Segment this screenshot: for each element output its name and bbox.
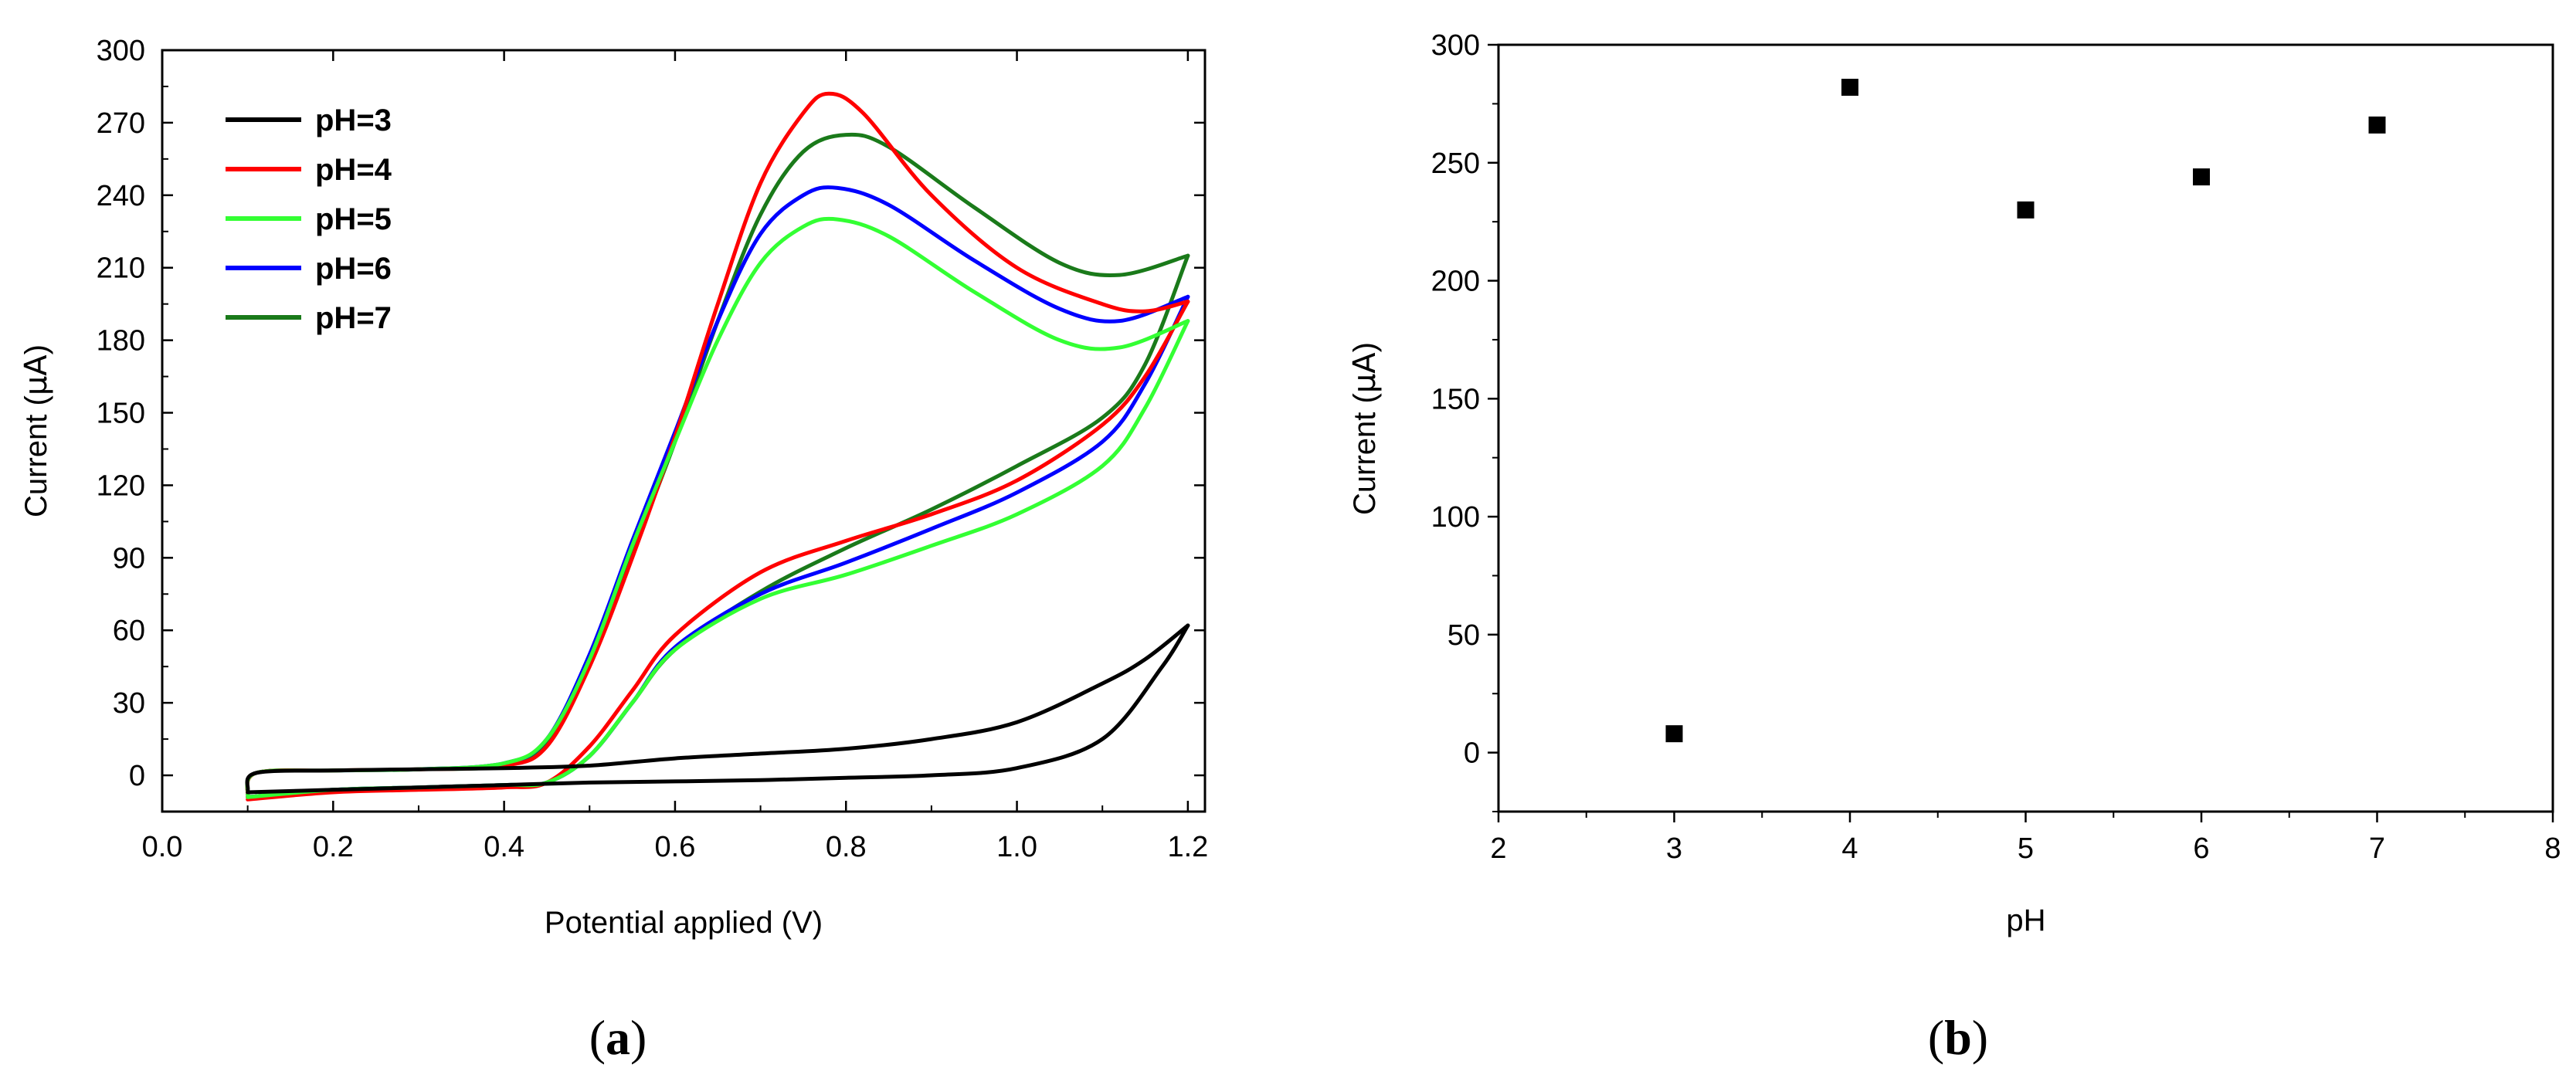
y-tick-label: 200 <box>1431 266 1480 298</box>
scatter-chart-panel-b: 2 3 4 5 6 7 8 0 50 100 150 200 250 300 pH Current (μ… <box>1347 29 2561 1065</box>
plot-frame <box>1497 43 2554 813</box>
scatter-point <box>2017 201 2035 219</box>
y-tick-label: 150 <box>1431 383 1480 415</box>
series-ph-4 <box>245 91 1190 802</box>
y-tick-labels: 0 50 100 150 200 250 300 <box>1431 29 1480 770</box>
scatter-points <box>1665 78 2386 743</box>
y-tick-label: 250 <box>1431 147 1480 180</box>
legend-item: pH=7 <box>226 301 392 335</box>
x-tick-label: 8 <box>2544 832 2561 865</box>
x-tick-label: 0.6 <box>655 831 696 863</box>
x-axis-title: Potential applied (V) <box>545 906 823 940</box>
y-axis-title-suffix: ) <box>19 344 53 354</box>
x-tick-label: 1.2 <box>1167 831 1208 863</box>
legend-label: pH=4 <box>315 153 392 187</box>
x-tick-label: 5 <box>2018 832 2034 865</box>
y-tick-label: 100 <box>1431 501 1480 534</box>
y-axis-title-suffix: ) <box>1348 342 1382 352</box>
cv-curves <box>245 91 1190 802</box>
legend-label: pH=5 <box>315 202 392 236</box>
y-tick-label: 50 <box>1448 619 1480 652</box>
y-axis-title-prefix: Current ( <box>1348 392 1382 514</box>
legend-item: pH=3 <box>226 103 392 137</box>
y-tick-label: 120 <box>97 470 145 502</box>
legend: pH=3 pH=4 pH=5 pH=6 pH=7 <box>226 103 392 335</box>
axis-ticks <box>1488 43 2554 822</box>
x-tick-label: 0.2 <box>313 831 354 863</box>
series-line-forward <box>245 623 1190 792</box>
x-tick-label: 0.4 <box>484 831 524 863</box>
panel-label-a: (a) <box>589 1010 647 1065</box>
y-tick-label: 300 <box>97 35 145 67</box>
legend-label: pH=3 <box>315 103 392 137</box>
y-axis-title-unit: μA <box>1347 352 1383 393</box>
y-tick-label: 60 <box>113 615 145 647</box>
y-tick-label: 210 <box>97 253 145 285</box>
x-axis-title: pH <box>2006 903 2045 937</box>
panel-label-a-letter: a <box>606 1010 630 1065</box>
series-line-reverse <box>246 623 1190 795</box>
y-tick-label: 0 <box>1464 737 1480 770</box>
series-line-reverse <box>246 300 1190 802</box>
y-tick-labels: 0 30 60 90 120 150 180 210 240 270 300 <box>97 35 145 792</box>
y-tick-label: 240 <box>97 180 145 212</box>
legend-label: pH=6 <box>315 252 392 286</box>
legend-item: pH=5 <box>226 202 392 236</box>
legend-item: pH=6 <box>226 252 392 286</box>
y-axis-title: Current (μA) <box>19 344 54 517</box>
plot-frame <box>161 49 1207 813</box>
scatter-point <box>1841 78 1858 96</box>
series-line-reverse <box>246 319 1190 799</box>
legend-label: pH=7 <box>315 301 392 335</box>
y-tick-label: 300 <box>1431 29 1480 62</box>
x-tick-label: 6 <box>2193 832 2209 865</box>
x-tick-label: 2 <box>1490 832 1506 865</box>
y-axis-title-prefix: Current ( <box>19 395 53 517</box>
x-tick-label: 3 <box>1666 832 1682 865</box>
y-tick-label: 150 <box>97 398 145 430</box>
y-tick-label: 180 <box>97 325 145 358</box>
x-tick-label: 7 <box>2369 832 2385 865</box>
series-ph-3 <box>245 623 1190 795</box>
y-tick-label: 30 <box>113 687 145 720</box>
y-axis-title-unit: μA <box>19 354 54 395</box>
x-tick-label: 4 <box>1841 832 1858 865</box>
panel-label-b: (b) <box>1928 1010 1988 1065</box>
x-tick-labels: 2 3 4 5 6 7 8 <box>1490 832 2561 865</box>
y-axis-title: Current (μA) <box>1347 342 1383 515</box>
axis-ticks <box>161 49 1205 812</box>
y-tick-label: 90 <box>113 542 145 575</box>
x-tick-label: 1.0 <box>996 831 1037 863</box>
panel-label-b-letter: b <box>1944 1010 1972 1065</box>
x-tick-label: 0.0 <box>142 831 183 863</box>
legend-item: pH=4 <box>226 153 392 187</box>
x-tick-label: 0.8 <box>826 831 867 863</box>
scatter-point <box>1665 725 1683 743</box>
cv-chart-panel-a: 0.0 0.2 0.4 0.6 0.8 1.0 1.2 0 30 60 90 120 150 180 21… <box>19 35 1208 1065</box>
series-line-reverse <box>246 294 1190 799</box>
scatter-point <box>2193 168 2210 186</box>
y-tick-label: 270 <box>97 107 145 140</box>
x-tick-labels: 0.0 0.2 0.4 0.6 0.8 1.0 1.2 <box>142 831 1209 863</box>
series-line-forward <box>245 91 1190 799</box>
y-tick-label: 0 <box>129 760 145 792</box>
scatter-point <box>2368 116 2386 134</box>
